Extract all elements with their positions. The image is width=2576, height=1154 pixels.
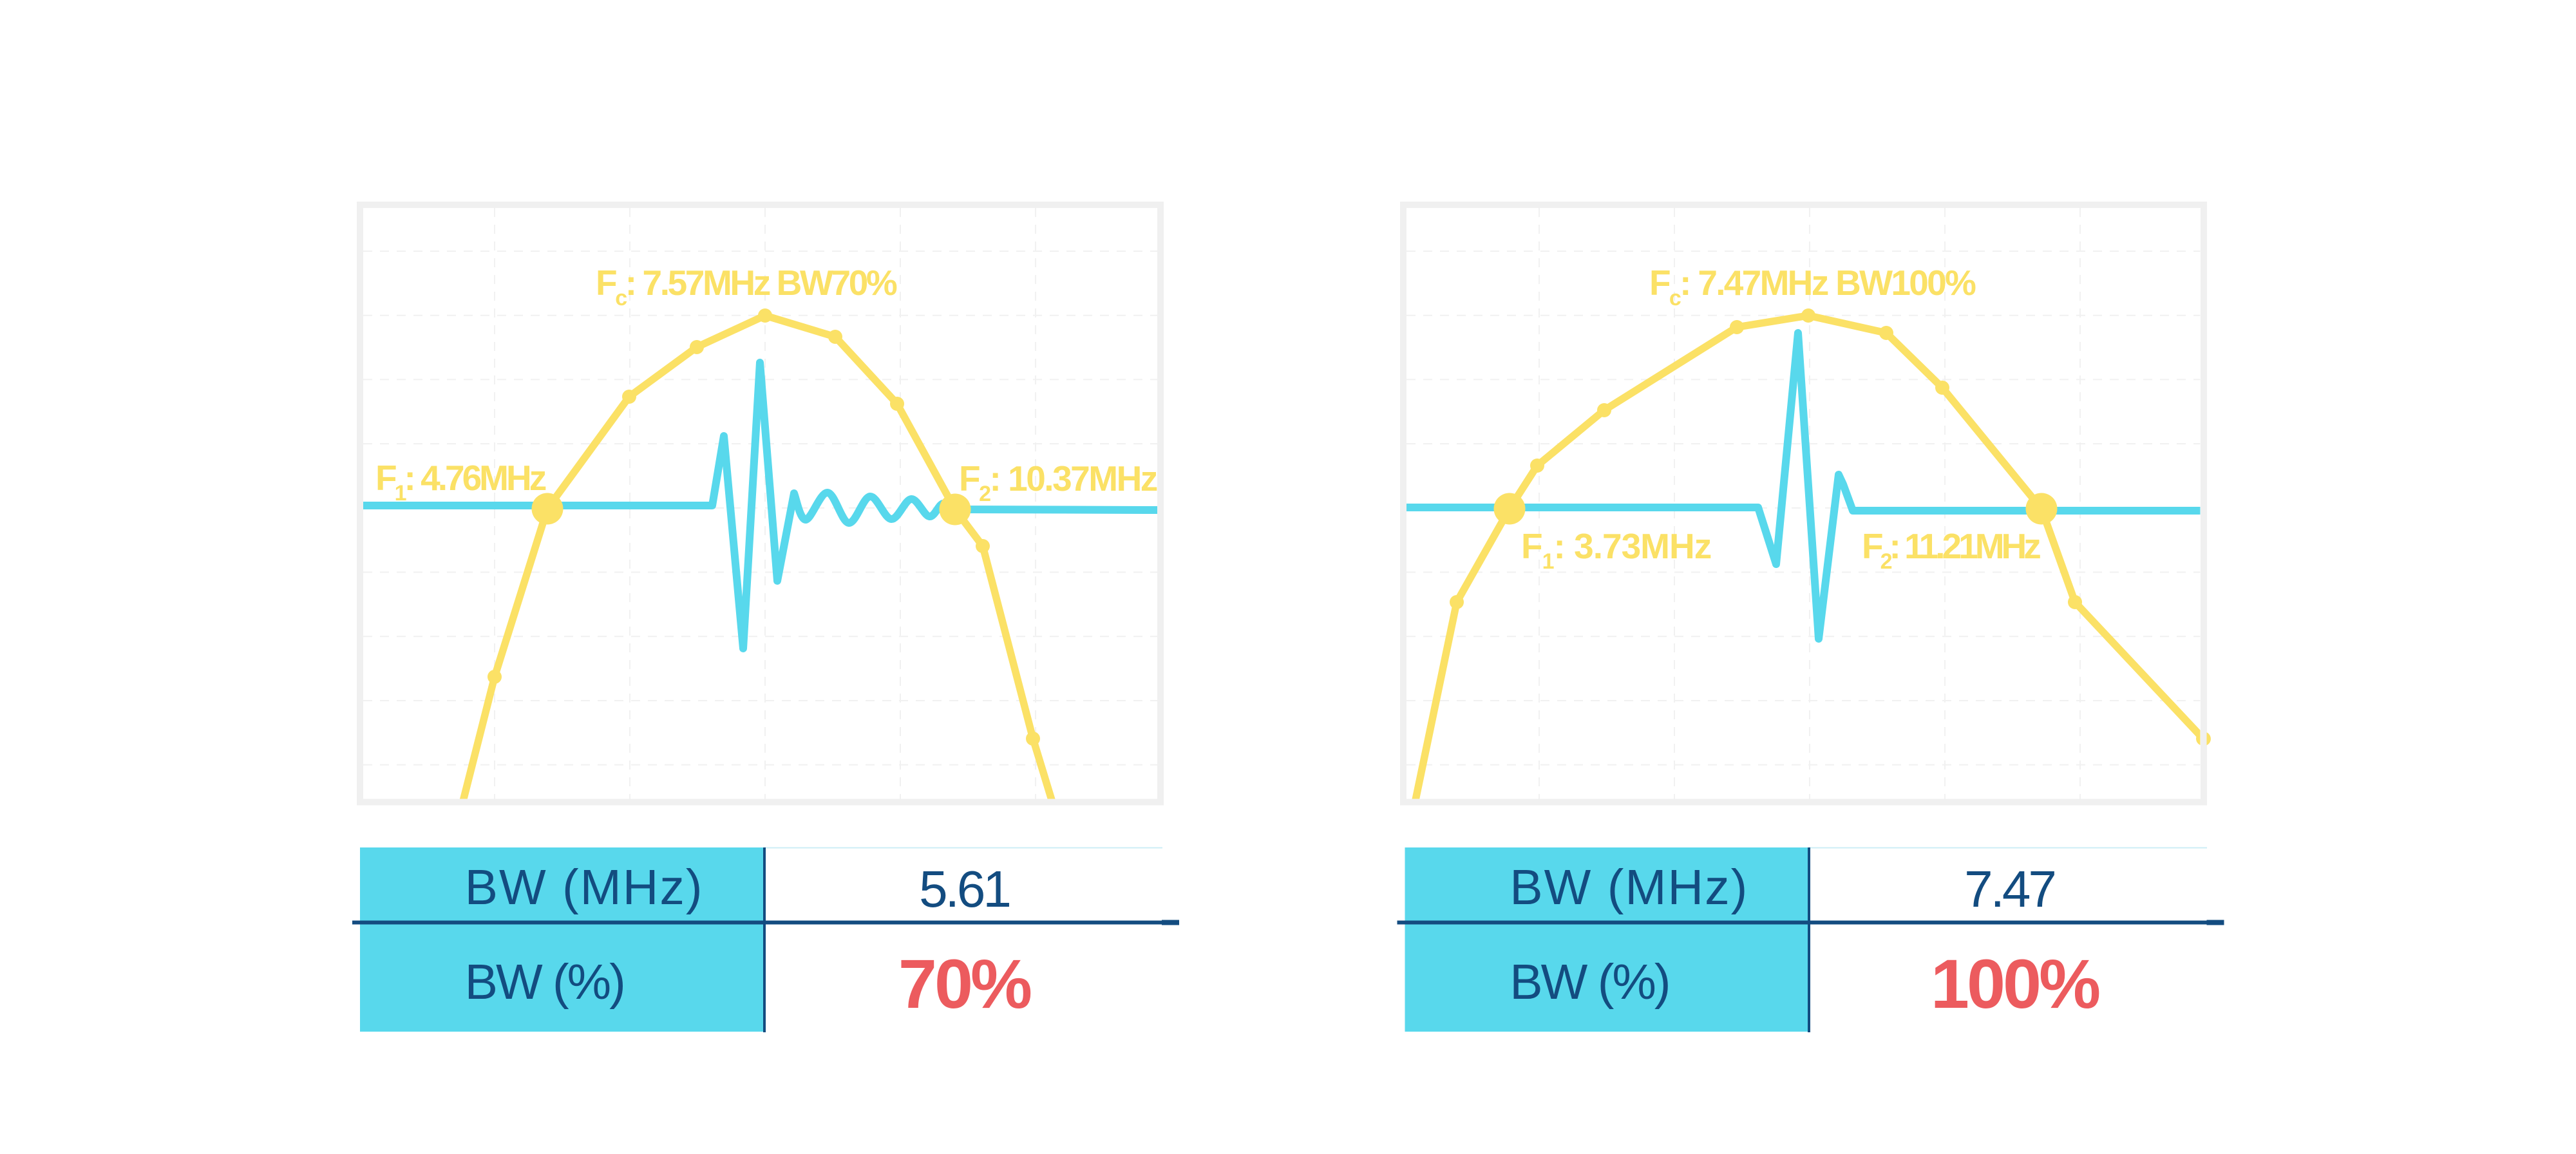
svg-text:F2: 10.37MHz: F2: 10.37MHz bbox=[959, 459, 1157, 506]
svg-text:F2: 11.21MHz: F2: 11.21MHz bbox=[1862, 526, 2040, 574]
svg-text:F1: 3.73MHz: F1: 3.73MHz bbox=[1521, 526, 1711, 574]
svg-text:7.47: 7.47 bbox=[1964, 860, 2054, 918]
svg-text:BW (%): BW (%) bbox=[1510, 954, 1669, 1010]
svg-text:BW (MHz): BW (MHz) bbox=[465, 860, 704, 915]
svg-text:Fc: 7.57MHz BW70%: Fc: 7.57MHz BW70% bbox=[596, 263, 897, 310]
svg-text:5.61: 5.61 bbox=[919, 860, 1009, 918]
svg-text:100%: 100% bbox=[1931, 945, 2099, 1023]
svg-text:70%: 70% bbox=[898, 945, 1031, 1023]
svg-text:Fc: 7.47MHz BW100%: Fc: 7.47MHz BW100% bbox=[1649, 263, 1976, 310]
svg-text:BW (MHz): BW (MHz) bbox=[1510, 860, 1748, 915]
svg-text:BW (%): BW (%) bbox=[465, 954, 624, 1010]
svg-text:F1: 4.76MHz: F1: 4.76MHz bbox=[375, 458, 546, 506]
